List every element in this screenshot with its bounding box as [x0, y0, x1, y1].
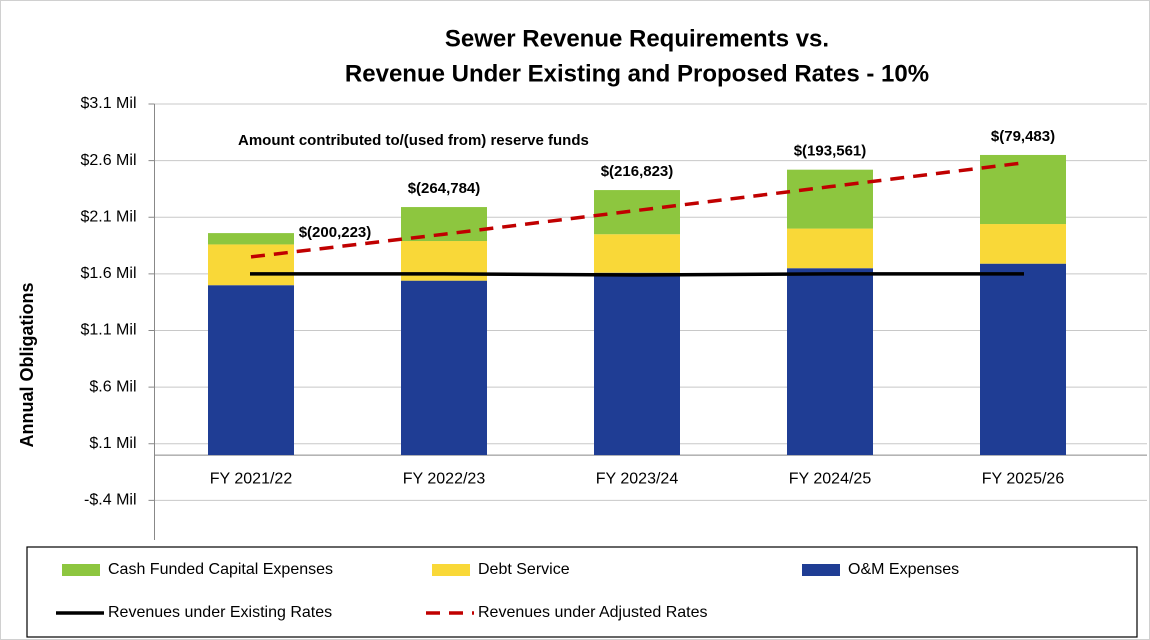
x-tick-label: FY 2023/24 [596, 470, 679, 487]
legend-label: Revenues under Existing Rates [108, 604, 332, 621]
bar-segment [594, 190, 680, 235]
reserve-label: $(216,823) [601, 163, 674, 180]
y-tick-label: $2.6 Mil [80, 152, 136, 169]
legend-label: Cash Funded Capital Expenses [108, 561, 333, 578]
bar-segment [980, 224, 1066, 264]
x-tick-label: FY 2024/25 [789, 470, 872, 487]
bar-segment [980, 263, 1066, 456]
legend-label: O&M Expenses [848, 561, 959, 578]
y-axis-label: Annual Obligations [17, 283, 37, 448]
reserve-label: $(193,561) [794, 143, 867, 160]
annotation: Amount contributed to/(used from) reserv… [238, 132, 589, 149]
line-series [250, 161, 1024, 259]
y-tick-label: $1.1 Mil [80, 322, 136, 339]
y-tick-label: $2.1 Mil [80, 208, 136, 225]
y-tick-label: -$.4 Mil [84, 492, 136, 509]
bar-segment [208, 285, 294, 456]
bar-segment [787, 228, 873, 269]
x-tick-label: FY 2022/23 [403, 470, 486, 487]
reserve-label: $(264,784) [408, 180, 481, 197]
legend-box [26, 546, 1138, 638]
line-series [250, 272, 1024, 277]
legend-swatch [62, 564, 100, 576]
chart-title: Sewer Revenue Requirements vs. [445, 25, 829, 52]
chart-title: Revenue Under Existing and Proposed Rate… [345, 60, 929, 87]
y-tick-label: $1.6 Mil [80, 265, 136, 282]
bar-segment [594, 272, 680, 456]
legend-label: Revenues under Adjusted Rates [478, 604, 707, 621]
x-tick-label: FY 2025/26 [982, 470, 1065, 487]
bar-segment [787, 268, 873, 456]
bar-segment [208, 244, 294, 286]
legend-swatch [802, 564, 840, 576]
reserve-label: $(79,483) [991, 128, 1055, 145]
bar-segment [208, 233, 294, 245]
x-tick-label: FY 2021/22 [210, 470, 293, 487]
reserve-label: $(200,223) [299, 224, 372, 241]
legend-swatch [432, 564, 470, 576]
bar-segment [594, 234, 680, 273]
y-tick-label: $.1 Mil [89, 435, 136, 452]
bar-segment [787, 169, 873, 229]
y-tick-label: $3.1 Mil [80, 95, 136, 112]
y-tick-label: $.6 Mil [89, 378, 136, 395]
bar-segment [401, 280, 487, 456]
legend-label: Debt Service [478, 561, 570, 578]
